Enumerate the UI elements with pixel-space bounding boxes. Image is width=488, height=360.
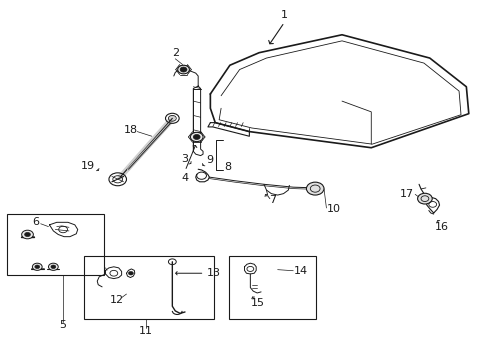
Circle shape <box>35 265 40 269</box>
Text: 6: 6 <box>32 217 39 227</box>
Text: 2: 2 <box>171 48 179 58</box>
Text: 8: 8 <box>224 162 230 172</box>
Circle shape <box>51 265 56 269</box>
Text: 7: 7 <box>269 195 276 205</box>
Text: 17: 17 <box>399 189 413 199</box>
Text: 13: 13 <box>206 268 220 278</box>
Circle shape <box>21 230 33 239</box>
Text: 15: 15 <box>251 298 264 308</box>
Text: 9: 9 <box>205 155 212 165</box>
Text: 4: 4 <box>181 173 188 183</box>
Circle shape <box>32 263 42 270</box>
Bar <box>228 256 315 319</box>
Text: 5: 5 <box>60 320 66 330</box>
Circle shape <box>193 134 200 139</box>
Text: 12: 12 <box>109 295 123 305</box>
Text: 16: 16 <box>434 222 448 231</box>
Bar <box>83 256 214 319</box>
Circle shape <box>190 132 203 141</box>
Circle shape <box>306 182 324 195</box>
Text: 11: 11 <box>139 326 153 336</box>
Text: 1: 1 <box>281 10 287 21</box>
Circle shape <box>24 232 30 237</box>
Circle shape <box>417 193 431 204</box>
Text: 14: 14 <box>294 266 308 276</box>
Text: 19: 19 <box>80 161 94 171</box>
Text: 18: 18 <box>124 125 138 135</box>
Circle shape <box>128 271 133 275</box>
Circle shape <box>177 65 189 74</box>
Circle shape <box>180 67 186 72</box>
Text: 10: 10 <box>326 204 340 214</box>
Bar <box>6 214 104 275</box>
Circle shape <box>48 263 58 270</box>
Text: 3: 3 <box>181 154 188 164</box>
